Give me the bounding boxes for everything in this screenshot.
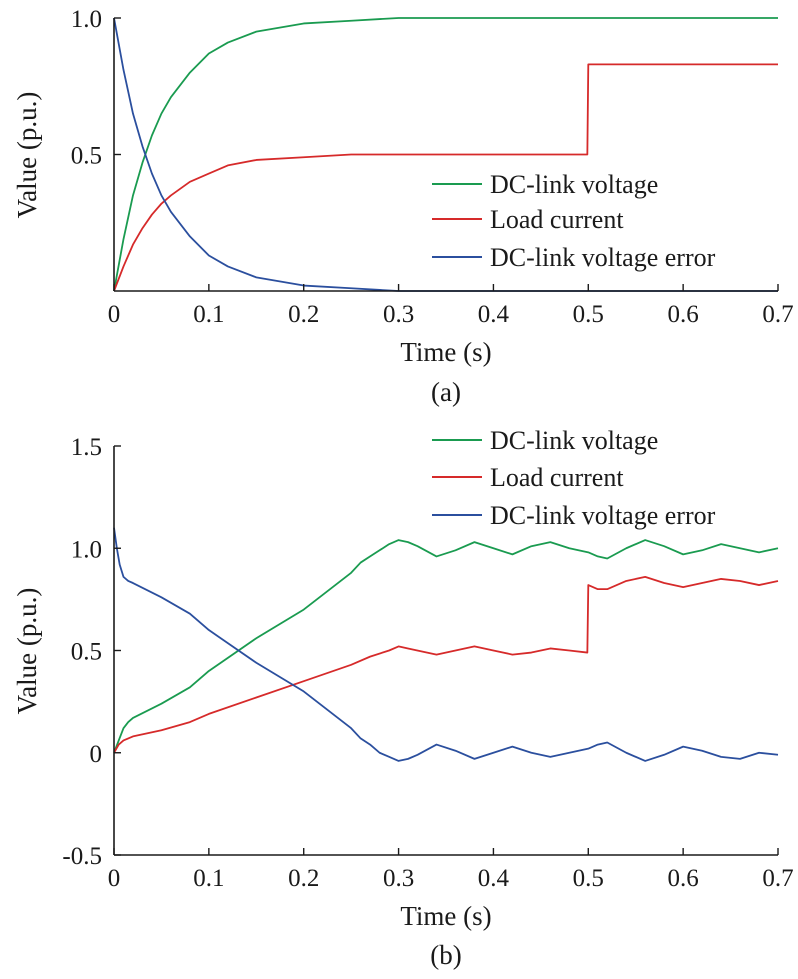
legend-label-dc-link-voltage: DC-link voltage: [490, 170, 658, 199]
x-tick-label: 0: [108, 865, 121, 892]
x-tick-label: 0.6: [668, 301, 699, 328]
panel-b-ylabel: Value (p.u.): [12, 588, 42, 715]
legend-item-load-current: Load current: [432, 205, 624, 234]
legend-label-dc-link-voltage: DC-link voltage: [490, 426, 658, 455]
x-tick-label: 0.3: [383, 865, 414, 892]
x-tick-label: 0.4: [478, 865, 510, 892]
x-tick-label: 0.2: [288, 865, 319, 892]
y-tick-label: 0.5: [71, 639, 102, 666]
legend-label-load-current: Load current: [490, 463, 624, 492]
panel-a-caption: (a): [431, 377, 461, 407]
legend-item-dc-link-voltage-error: DC-link voltage error: [432, 501, 716, 530]
x-tick-label: 0.5: [573, 301, 604, 328]
x-tick-label: 0: [108, 301, 121, 328]
y-tick-label: 0.5: [71, 143, 102, 170]
x-tick-label: 0.7: [762, 865, 793, 892]
x-tick-label: 0.5: [573, 865, 604, 892]
legend-item-dc-link-voltage-error: DC-link voltage error: [432, 243, 716, 272]
panel-a: 0 0.1 0.2 0.3 0.4 0.5 0.6 0.7 0.5 1.0 Value (p.u.…: [12, 6, 794, 407]
legend-item-dc-link-voltage: DC-link voltage: [432, 170, 658, 199]
series-line-load-current: [113, 63, 778, 292]
legend-item-load-current: Load current: [432, 463, 624, 492]
x-tick-label: 0.1: [193, 865, 224, 892]
x-tick-label: 0.4: [478, 301, 510, 328]
x-tick-label: 0.2: [288, 301, 319, 328]
y-tick-label: 1.0: [71, 6, 102, 33]
panel-b: 0 0.1 0.2 0.3 0.4 0.5 0.6 0.7-0.500.51.01.5 Val…: [12, 426, 794, 970]
series-line-dc-link-voltage-error: [113, 527, 779, 762]
y-tick-label: 1.0: [71, 536, 102, 563]
x-tick-label: 0.3: [383, 301, 414, 328]
panel-b-legend: DC-link voltage Load current DC-link vol…: [432, 426, 716, 530]
y-tick-label: 1.5: [71, 434, 102, 461]
x-tick-label: 0.7: [762, 301, 793, 328]
x-tick-label: 0.1: [193, 301, 224, 328]
panel-b-caption: (b): [430, 940, 461, 970]
legend-item-dc-link-voltage: DC-link voltage: [432, 426, 658, 455]
legend-label-dc-link-voltage-error: DC-link voltage error: [490, 243, 716, 272]
panel-a-ylabel: Value (p.u.): [12, 92, 42, 219]
legend-label-load-current: Load current: [490, 205, 624, 234]
panel-b-series: [113, 527, 779, 762]
x-tick-label: 0.6: [668, 865, 699, 892]
panel-b-xlabel: Time (s): [400, 901, 491, 931]
y-tick-label: -0.5: [62, 843, 102, 870]
panel-a-xlabel: Time (s): [400, 337, 491, 367]
panel-a-ticks: 0 0.1 0.2 0.3 0.4 0.5 0.6 0.7 0.5 1.0: [71, 6, 794, 328]
y-tick-label: 0: [90, 741, 103, 768]
panel-b-ticks: 0 0.1 0.2 0.3 0.4 0.5 0.6 0.7-0.500.51.01.5: [62, 434, 793, 892]
series-line-dc-link-voltage: [113, 17, 778, 292]
series-line-dc-link-voltage: [113, 539, 779, 754]
panel-a-legend: DC-link voltage Load current DC-link vol…: [432, 170, 716, 272]
legend-label-dc-link-voltage-error: DC-link voltage error: [490, 501, 716, 530]
series-line-load-current: [113, 575, 779, 754]
